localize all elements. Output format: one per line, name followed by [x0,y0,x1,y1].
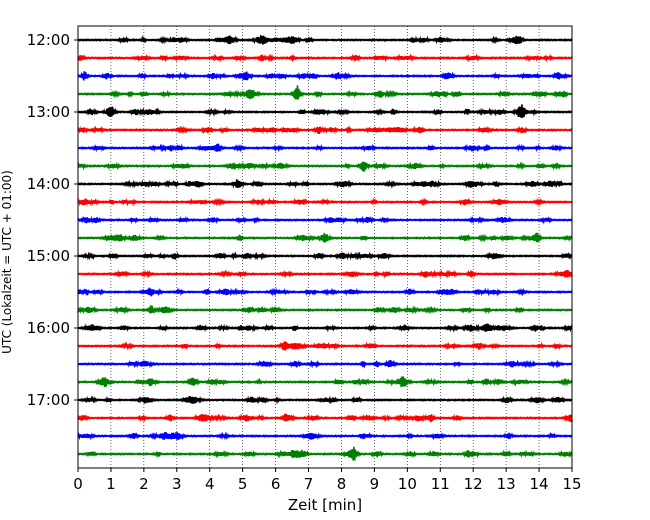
trace-line [77,71,573,81]
x-tick-label: 4 [205,475,215,493]
trace-line [77,161,573,172]
trace-line [77,53,573,63]
y-tick-label: 14:00 [27,175,70,193]
x-tick-label: 6 [271,475,281,493]
trace-line [77,215,573,225]
trace-line [77,125,573,135]
trace-line [77,104,573,118]
x-axis-label: Zeit [min] [288,496,362,514]
trace-line [77,305,573,315]
trace-line [77,413,573,423]
trace-line [77,143,573,153]
trace-line [77,395,573,405]
x-axis-ticks: 0 1 2 3 4 5 6 7 8 9 10 11 12 13 14 15 [73,468,582,493]
x-tick-label: 2 [139,475,149,493]
trace-line [77,446,573,461]
x-tick-label: 11 [431,475,450,493]
x-tick-label: 0 [73,475,83,493]
x-tick-label: 15 [562,475,581,493]
x-tick-label: 14 [530,475,549,493]
x-tick-label: 13 [497,475,516,493]
y-tick-label: 17:00 [27,391,70,409]
trace-line [77,197,573,207]
y-tick-label: 15:00 [27,247,70,265]
x-tick-label: 10 [398,475,417,493]
x-tick-label: 5 [238,475,248,493]
trace-line [77,251,573,261]
x-tick-label: 3 [172,475,182,493]
trace-line [77,85,573,100]
y-tick-label: 13:00 [27,103,70,121]
trace-line [77,323,573,333]
x-tick-label: 12 [464,475,483,493]
trace-line [77,287,573,297]
x-tick-label: 9 [370,475,380,493]
y-axis-ticks: 12:00 13:00 14:00 15:00 16:00 17:00 [27,31,78,409]
trace-line [77,232,573,243]
trace-line [77,35,573,45]
trace-line [77,376,573,388]
y-tick-label: 12:00 [27,31,70,49]
x-tick-label: 8 [337,475,347,493]
plot-frame [77,25,573,469]
seismic-traces [77,35,573,461]
y-tick-label: 16:00 [27,319,70,337]
trace-line [77,341,573,351]
trace-line [77,359,573,369]
y-axis-label: UTC (Lokalzeit = UTC + 01:00) [0,170,14,354]
trace-line [77,179,573,189]
x-tick-label: 7 [304,475,314,493]
trace-line [77,269,573,279]
trace-line [77,431,573,441]
x-tick-label: 1 [106,475,116,493]
